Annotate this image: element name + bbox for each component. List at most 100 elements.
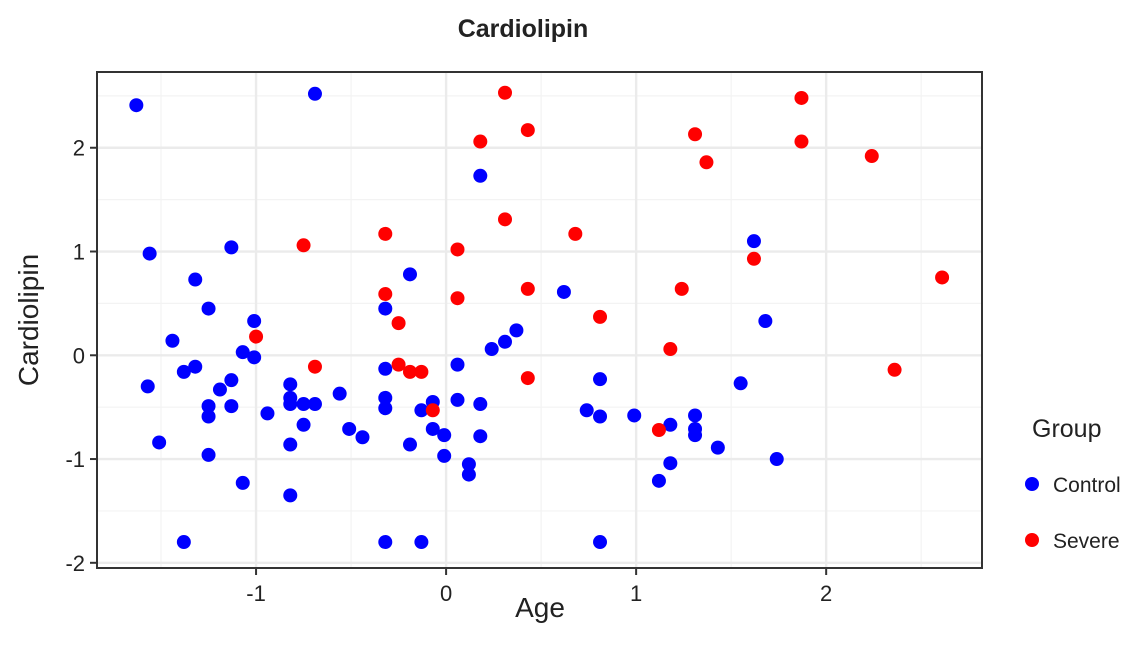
point	[425, 403, 440, 418]
legend-label: Severe	[1053, 530, 1120, 553]
point	[378, 226, 393, 241]
point	[473, 397, 488, 412]
point	[307, 359, 322, 374]
point	[260, 406, 275, 421]
point	[201, 409, 216, 424]
point	[391, 357, 406, 372]
point	[864, 149, 879, 164]
point	[794, 90, 809, 105]
point	[129, 98, 144, 113]
point	[746, 234, 761, 249]
y-tick-label: 1	[73, 240, 85, 265]
point	[247, 314, 262, 329]
point	[307, 397, 322, 412]
point	[224, 373, 239, 388]
point	[402, 364, 417, 379]
chart-title: Cardiolipin	[458, 15, 589, 43]
point	[733, 376, 748, 391]
point	[498, 212, 513, 227]
x-tick-label: 2	[820, 581, 832, 606]
legend-title: Group	[1032, 415, 1101, 443]
point	[283, 377, 298, 392]
point	[688, 428, 703, 443]
point	[473, 168, 488, 183]
y-tick-label: 0	[73, 343, 85, 368]
point	[402, 437, 417, 452]
point	[414, 403, 429, 418]
point	[402, 267, 417, 282]
point	[498, 85, 513, 100]
point	[414, 364, 429, 379]
point	[593, 372, 608, 387]
x-tick-label: -1	[246, 581, 266, 606]
point	[484, 342, 499, 357]
point	[663, 456, 678, 471]
point	[283, 437, 298, 452]
point	[378, 535, 393, 550]
point	[378, 361, 393, 376]
point	[520, 123, 535, 138]
point	[307, 86, 322, 101]
point	[378, 287, 393, 302]
point	[450, 242, 465, 257]
x-tick-label: 0	[440, 581, 452, 606]
point	[188, 359, 203, 374]
point	[342, 421, 357, 436]
point	[651, 422, 666, 437]
point	[296, 397, 311, 412]
point	[425, 421, 440, 436]
point	[247, 350, 262, 365]
point	[212, 382, 227, 397]
point	[355, 430, 370, 445]
point	[593, 535, 608, 550]
point	[437, 448, 452, 463]
point	[794, 134, 809, 149]
point	[674, 281, 689, 296]
point	[249, 329, 264, 344]
point	[176, 535, 191, 550]
point	[176, 364, 191, 379]
point	[520, 281, 535, 296]
point	[152, 435, 167, 450]
point	[887, 362, 902, 377]
point	[461, 467, 476, 482]
point	[201, 301, 216, 316]
point	[556, 284, 571, 299]
point	[188, 272, 203, 287]
point	[688, 127, 703, 142]
point	[332, 386, 347, 401]
point	[651, 473, 666, 488]
point	[450, 392, 465, 407]
point	[201, 399, 216, 414]
point	[283, 488, 298, 503]
point	[498, 334, 513, 349]
point	[450, 291, 465, 306]
point	[378, 390, 393, 405]
point	[450, 357, 465, 372]
point	[568, 226, 583, 241]
point	[710, 440, 725, 455]
point	[593, 409, 608, 424]
point	[579, 403, 594, 418]
point	[437, 428, 452, 443]
point	[699, 155, 714, 170]
point	[627, 408, 642, 423]
point	[224, 240, 239, 255]
point	[746, 251, 761, 266]
point	[283, 397, 298, 412]
point	[461, 457, 476, 472]
point	[520, 371, 535, 386]
legend-marker	[1025, 533, 1039, 547]
point	[235, 475, 250, 490]
point	[509, 323, 524, 338]
point	[296, 417, 311, 432]
point	[378, 401, 393, 416]
point	[935, 270, 950, 285]
plot-border	[96, 71, 983, 569]
y-tick-label: -1	[65, 447, 85, 472]
point	[663, 342, 678, 357]
point	[142, 246, 157, 261]
legend-label: Control	[1053, 474, 1121, 497]
x-axis-label: Age	[515, 592, 565, 623]
